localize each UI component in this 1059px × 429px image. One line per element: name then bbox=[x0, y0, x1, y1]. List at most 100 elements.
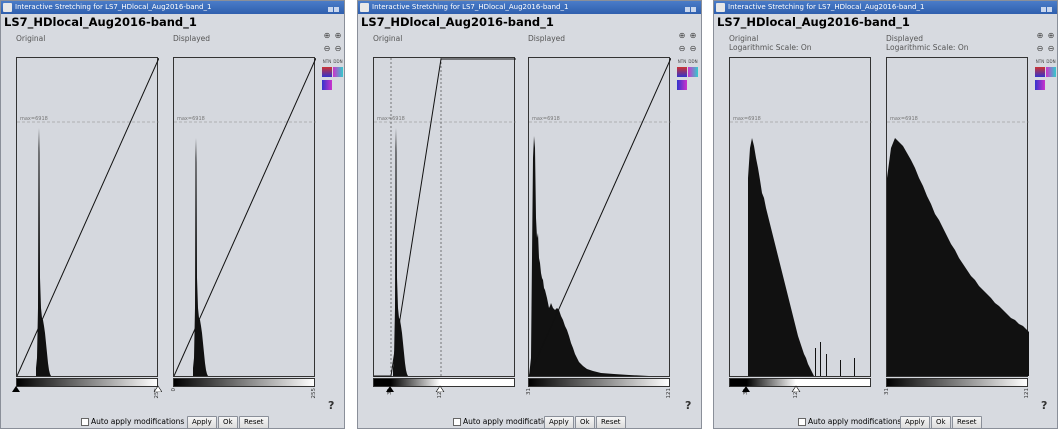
close-icon[interactable] bbox=[1047, 7, 1052, 12]
apply-button[interactable]: Apply bbox=[544, 416, 574, 428]
reset-button[interactable]: Reset bbox=[596, 416, 626, 428]
original-histogram-svg: max=6918 bbox=[17, 58, 159, 377]
histogram-color-icon[interactable] bbox=[1046, 67, 1056, 77]
original-label: Original bbox=[16, 34, 45, 43]
original-histogram-plot[interactable]: max=6918 bbox=[729, 57, 872, 377]
displayed-gradient-bar bbox=[173, 378, 315, 387]
original-label: Original bbox=[373, 34, 402, 43]
minimize-icon[interactable] bbox=[1041, 7, 1046, 12]
colormap-icon[interactable] bbox=[322, 67, 332, 77]
zoom-in-y-icon[interactable]: ⊕ bbox=[334, 31, 342, 40]
zoom-out-y-icon[interactable]: ⊖ bbox=[689, 44, 697, 53]
window-titlebar[interactable]: Interactive Stretching for LS7_HDlocal_A… bbox=[1, 1, 344, 14]
original-gradient-bar[interactable] bbox=[373, 378, 515, 387]
zoom-out-y-icon[interactable]: ⊖ bbox=[1047, 44, 1055, 53]
log-scale-icon[interactable] bbox=[1035, 80, 1045, 90]
toolbar: ⊕ ⊕ ⊖ ⊖ NTN DDN bbox=[322, 31, 344, 111]
histogram-bars bbox=[840, 360, 841, 376]
displayed-ticks: 31 121 bbox=[526, 388, 672, 402]
min-handle-icon[interactable] bbox=[12, 386, 20, 392]
zoom-out-icon[interactable]: ⊖ bbox=[678, 44, 686, 53]
log-scale-label: Logarithmic Scale: On bbox=[729, 43, 812, 52]
zoom-out-icon[interactable]: ⊖ bbox=[1036, 44, 1044, 53]
window-controls[interactable] bbox=[684, 4, 698, 12]
original-gradient-bar[interactable] bbox=[16, 378, 158, 387]
zoom-in-icon[interactable]: ⊕ bbox=[323, 31, 331, 40]
ok-button[interactable]: Ok bbox=[931, 416, 951, 428]
max-handle-icon[interactable] bbox=[791, 385, 801, 392]
log-scale-icon[interactable] bbox=[322, 80, 332, 90]
close-icon[interactable] bbox=[691, 7, 696, 12]
window-controls[interactable] bbox=[1040, 4, 1054, 12]
log-scale-icon[interactable] bbox=[677, 80, 687, 90]
tick-min: 0 bbox=[171, 388, 177, 392]
tick-max: 121 bbox=[666, 388, 672, 399]
tick-min: 31 bbox=[884, 388, 890, 395]
auto-apply-checkbox[interactable] bbox=[81, 418, 89, 426]
displayed-histogram-svg: max=6918 bbox=[174, 58, 316, 377]
colormap-icon[interactable] bbox=[677, 67, 687, 77]
dataset-name: LS7_HDlocal_Aug2016-band_1 bbox=[361, 15, 554, 29]
colormap-icon[interactable] bbox=[1035, 67, 1045, 77]
ok-button[interactable]: Ok bbox=[218, 416, 238, 428]
displayed-histogram-plot: max=6918 bbox=[886, 57, 1029, 377]
ddn-tool[interactable]: DDN bbox=[688, 59, 698, 64]
help-icon[interactable]: ? bbox=[1041, 399, 1048, 412]
max-handle-icon[interactable] bbox=[153, 385, 162, 392]
close-icon[interactable] bbox=[334, 7, 339, 12]
histogram-bars bbox=[854, 358, 855, 376]
stretch-curve[interactable] bbox=[17, 58, 159, 377]
reset-button[interactable]: Reset bbox=[952, 416, 982, 428]
window-controls[interactable] bbox=[327, 4, 341, 12]
auto-apply-checkbox[interactable] bbox=[453, 418, 461, 426]
histogram-bars bbox=[820, 342, 821, 376]
reset-button[interactable]: Reset bbox=[239, 416, 269, 428]
minimize-icon[interactable] bbox=[328, 7, 333, 12]
max-handle-icon[interactable] bbox=[435, 385, 445, 392]
zoom-in-y-icon[interactable]: ⊕ bbox=[1047, 31, 1055, 40]
bottom-bar: Auto apply modifications Apply Ok Reset bbox=[714, 415, 1057, 428]
stretch-window-1: Interactive Stretching for LS7_HDlocal_A… bbox=[0, 0, 345, 429]
zoom-out-y-icon[interactable]: ⊖ bbox=[334, 44, 342, 53]
max-label: max=6918 bbox=[532, 116, 560, 122]
zoom-in-y-icon[interactable]: ⊕ bbox=[689, 31, 697, 40]
histogram-color-icon[interactable] bbox=[333, 67, 343, 77]
stretch-window-3: Interactive Stretching for LS7_HDlocal_A… bbox=[713, 0, 1058, 429]
histogram-bars bbox=[393, 128, 408, 376]
apply-button[interactable]: Apply bbox=[187, 416, 217, 428]
zoom-in-icon[interactable]: ⊕ bbox=[1036, 31, 1044, 40]
stretch-curve[interactable] bbox=[374, 58, 516, 377]
displayed-histogram-svg: max=6918 bbox=[529, 58, 671, 377]
min-handle-icon[interactable] bbox=[386, 386, 394, 392]
help-icon[interactable]: ? bbox=[685, 399, 692, 412]
tick-min: 31 bbox=[526, 388, 532, 395]
ddn-tool[interactable]: DDN bbox=[333, 59, 343, 64]
ok-button[interactable]: Ok bbox=[575, 416, 595, 428]
window-title: Interactive Stretching for LS7_HDlocal_A… bbox=[15, 3, 212, 11]
window-titlebar[interactable]: Interactive Stretching for LS7_HDlocal_A… bbox=[714, 1, 1057, 14]
displayed-histogram-svg: max=6918 bbox=[887, 116, 1029, 376]
ddn-tool[interactable]: DDN bbox=[1046, 59, 1056, 64]
zoom-in-icon[interactable]: ⊕ bbox=[678, 31, 686, 40]
ntn-tool[interactable]: NTN bbox=[677, 59, 687, 64]
original-histogram-plot[interactable]: max=6918 bbox=[16, 57, 159, 377]
histogram-color-icon[interactable] bbox=[688, 67, 698, 77]
minimize-icon[interactable] bbox=[685, 7, 690, 12]
auto-apply-checkbox[interactable] bbox=[798, 418, 806, 426]
tick-max: 121 bbox=[1024, 388, 1030, 399]
original-label-text: Original bbox=[16, 34, 46, 43]
min-handle-icon[interactable] bbox=[742, 386, 750, 392]
histogram-bars bbox=[748, 138, 814, 376]
histogram-bars bbox=[193, 138, 208, 376]
apply-button[interactable]: Apply bbox=[900, 416, 930, 428]
app-icon bbox=[360, 3, 369, 12]
help-icon[interactable]: ? bbox=[328, 399, 335, 412]
original-gradient-bar[interactable] bbox=[729, 378, 871, 387]
original-histogram-plot[interactable]: max=6918 bbox=[373, 57, 516, 378]
app-icon bbox=[3, 3, 12, 12]
max-label: max=6918 bbox=[733, 116, 761, 122]
ntn-tool[interactable]: NTN bbox=[322, 59, 332, 64]
ntn-tool[interactable]: NTN bbox=[1035, 59, 1045, 64]
window-titlebar[interactable]: Interactive Stretching for LS7_HDlocal_A… bbox=[358, 1, 701, 14]
zoom-out-icon[interactable]: ⊖ bbox=[323, 44, 331, 53]
